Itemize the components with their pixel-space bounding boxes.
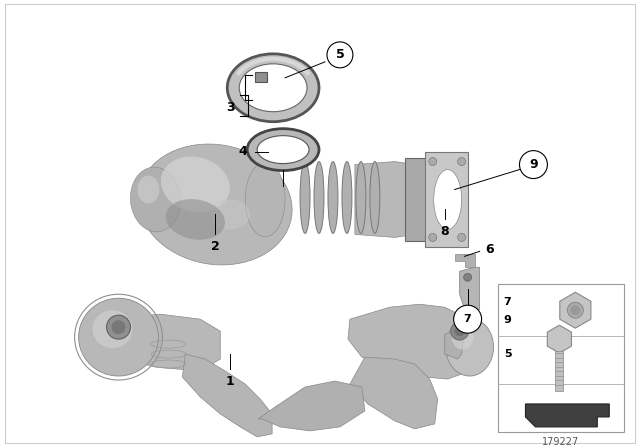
Circle shape [520,151,547,179]
Ellipse shape [138,144,292,265]
Circle shape [463,273,472,281]
Circle shape [458,158,466,166]
Ellipse shape [161,156,230,212]
Ellipse shape [227,54,319,122]
Ellipse shape [131,167,180,232]
Polygon shape [560,292,591,328]
Ellipse shape [79,298,159,376]
Text: 179227: 179227 [542,437,579,447]
Polygon shape [547,325,572,353]
Text: 2: 2 [211,240,220,253]
Circle shape [570,305,580,315]
Text: 5: 5 [504,349,511,359]
Polygon shape [355,162,415,237]
Ellipse shape [434,169,461,229]
Bar [255,72,267,82]
Circle shape [454,326,465,336]
Circle shape [451,322,468,340]
Circle shape [568,302,583,318]
Text: 4: 4 [239,145,248,158]
Polygon shape [425,151,468,247]
Polygon shape [182,354,272,437]
Polygon shape [415,164,454,234]
Ellipse shape [257,136,309,164]
Polygon shape [454,254,475,267]
Polygon shape [460,267,479,314]
Circle shape [327,42,353,68]
Ellipse shape [166,199,225,240]
Text: 3: 3 [226,101,234,114]
Bar [497,284,624,432]
Text: 6: 6 [485,243,494,256]
Ellipse shape [452,325,474,349]
Text: 9: 9 [529,158,538,171]
Circle shape [429,158,436,166]
Polygon shape [404,158,429,241]
Circle shape [106,315,131,339]
Ellipse shape [93,310,132,348]
Circle shape [111,320,125,334]
Text: 7: 7 [464,314,472,324]
Text: 1: 1 [226,375,235,388]
Ellipse shape [247,129,319,171]
Circle shape [429,233,436,241]
Text: 9: 9 [504,315,511,325]
Ellipse shape [342,162,352,233]
Ellipse shape [300,162,310,233]
Ellipse shape [445,318,493,376]
Ellipse shape [211,199,250,229]
Ellipse shape [356,162,366,233]
Polygon shape [348,304,475,379]
Polygon shape [106,314,220,371]
Polygon shape [525,404,609,427]
Text: 5: 5 [335,48,344,61]
Ellipse shape [314,162,324,233]
Circle shape [458,233,466,241]
Ellipse shape [138,176,159,203]
Circle shape [454,305,481,333]
Ellipse shape [239,64,307,112]
Bar [556,351,563,391]
Ellipse shape [245,162,285,237]
Polygon shape [445,329,465,359]
Text: 7: 7 [504,297,511,307]
Ellipse shape [328,162,338,233]
Polygon shape [258,381,365,431]
Ellipse shape [370,162,380,233]
Polygon shape [350,357,438,429]
Text: 8: 8 [440,225,449,238]
